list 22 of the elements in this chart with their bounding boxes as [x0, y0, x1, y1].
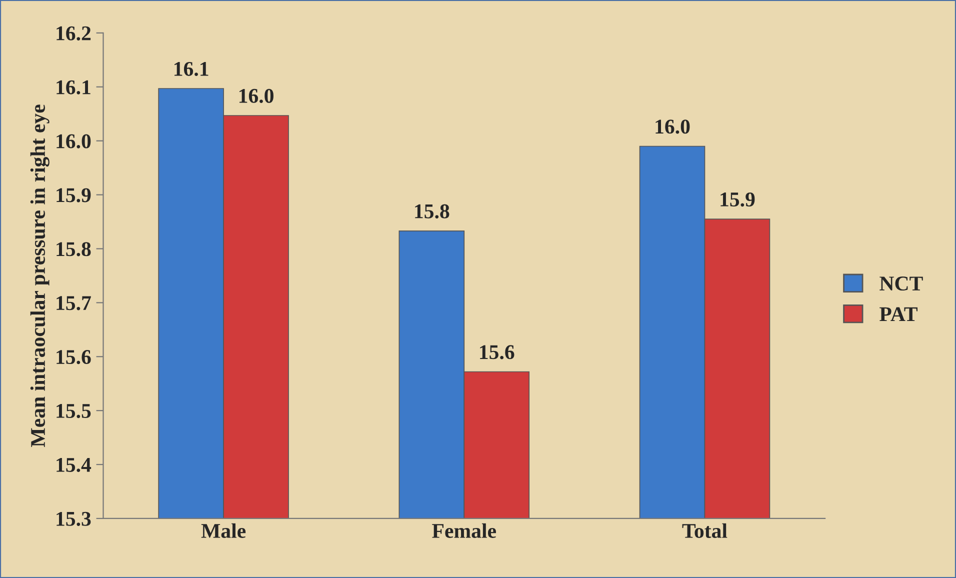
y-tick-label: 15.5 — [56, 404, 91, 418]
legend-label: NCT — [880, 276, 923, 291]
y-tick-label: 15.6 — [56, 350, 91, 364]
data-label: 16.1 — [174, 62, 208, 76]
x-tick-label: Female — [432, 523, 496, 538]
y-tick-label: 16.2 — [56, 26, 91, 40]
y-tick-label: 15.4 — [56, 458, 92, 472]
y-tick-label: 16.1 — [56, 80, 90, 94]
data-label: 15.9 — [720, 192, 755, 207]
data-label: 16.0 — [239, 88, 274, 104]
y-tick-label: 15.8 — [56, 242, 91, 256]
x-tick-label: Male — [201, 523, 246, 538]
y-tick-label: 16.0 — [56, 134, 91, 148]
data-label: 15.6 — [480, 345, 514, 360]
y-tick-label: 15.7 — [56, 296, 91, 310]
data-label: 16.0 — [656, 120, 690, 134]
y-axis-title: Mean intraocular pressure in right eye — [30, 104, 50, 447]
data-label: 15.8 — [415, 204, 450, 218]
y-tick-label: 15.3 — [56, 512, 91, 526]
y-tick-label: 15.9 — [56, 188, 91, 202]
legend-label: PAT — [880, 307, 918, 322]
x-tick-label: Total — [682, 523, 728, 538]
